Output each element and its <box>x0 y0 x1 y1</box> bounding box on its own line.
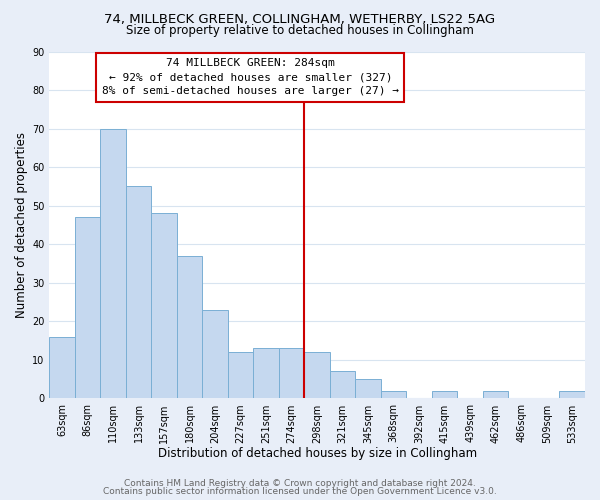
Text: Contains HM Land Registry data © Crown copyright and database right 2024.: Contains HM Land Registry data © Crown c… <box>124 478 476 488</box>
Text: 74 MILLBECK GREEN: 284sqm
← 92% of detached houses are smaller (327)
8% of semi-: 74 MILLBECK GREEN: 284sqm ← 92% of detac… <box>102 58 399 96</box>
Bar <box>559 391 585 398</box>
Bar <box>228 352 253 399</box>
Title: 74, MILLBECK GREEN, COLLINGHAM, WETHERBY, LS22 5AG
Size of property relative to : 74, MILLBECK GREEN, COLLINGHAM, WETHERBY… <box>0 499 1 500</box>
Bar <box>432 391 457 398</box>
Bar <box>151 214 177 398</box>
Y-axis label: Number of detached properties: Number of detached properties <box>15 132 28 318</box>
Bar <box>75 218 100 398</box>
X-axis label: Distribution of detached houses by size in Collingham: Distribution of detached houses by size … <box>158 447 477 460</box>
Bar <box>483 391 508 398</box>
Bar <box>279 348 304 399</box>
Bar <box>330 372 355 398</box>
Bar <box>253 348 279 399</box>
Bar <box>381 391 406 398</box>
Bar <box>304 352 330 399</box>
Text: Contains public sector information licensed under the Open Government Licence v3: Contains public sector information licen… <box>103 487 497 496</box>
Bar <box>202 310 228 398</box>
Text: 74, MILLBECK GREEN, COLLINGHAM, WETHERBY, LS22 5AG: 74, MILLBECK GREEN, COLLINGHAM, WETHERBY… <box>104 12 496 26</box>
Bar <box>100 128 126 398</box>
Text: Size of property relative to detached houses in Collingham: Size of property relative to detached ho… <box>126 24 474 37</box>
Bar <box>126 186 151 398</box>
Bar <box>49 337 75 398</box>
Bar <box>177 256 202 398</box>
Bar <box>355 379 381 398</box>
